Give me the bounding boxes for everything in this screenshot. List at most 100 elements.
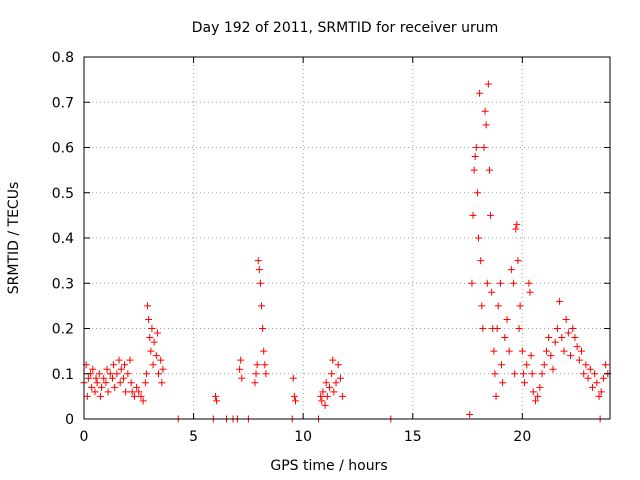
data-point [133,383,141,391]
data-point [115,356,123,364]
data-point [108,374,116,382]
data-point [139,397,147,405]
data-point [493,325,501,332]
data-point [260,347,268,355]
data-point [597,388,605,396]
data-point [237,356,245,364]
data-point [536,383,544,391]
data-point [141,379,149,387]
data-point [564,329,572,337]
data-point [488,288,496,296]
data-point [332,379,340,387]
data-point [519,370,527,378]
data-point [471,153,479,161]
data-point [547,352,555,360]
data-point [602,361,610,369]
x-tick-label: 5 [189,429,198,445]
data-point [319,388,327,396]
data-point [523,361,531,369]
data-point [573,343,581,351]
data-point [317,392,325,400]
x-tick-label: 15 [404,429,422,445]
data-point [291,397,299,405]
data-point [472,144,480,151]
data-point [496,279,504,287]
y-tick-label: 0.6 [52,141,74,157]
data-point [481,107,489,115]
data-point [567,352,575,360]
data-point [91,388,99,396]
data-point [498,361,506,369]
data-point [588,383,596,391]
data-point [480,144,488,151]
data-point [104,388,112,396]
data-point [262,370,270,378]
data-point [529,388,537,396]
data-point [116,379,124,387]
data-point [473,189,481,197]
data-point [562,315,570,323]
data-point [152,352,160,360]
data-point [100,374,108,382]
data-point [150,338,158,346]
data-point [98,383,106,391]
y-tick-label: 0.3 [52,276,74,292]
data-point [476,89,484,97]
x-tick-label: 0 [80,429,89,445]
data-point [527,352,535,360]
data-point [119,374,127,382]
data-point [329,356,337,364]
data-point [256,279,264,287]
data-point [551,338,559,346]
data-point [534,392,542,400]
data-point [158,379,166,387]
data-point [88,383,96,391]
data-point [482,121,490,129]
data-point [258,302,266,310]
data-point [599,374,607,382]
data-point [525,279,533,287]
x-tick-label: 10 [294,429,312,445]
axis-ticks: 0 5 10 15 20 0 0.1 0.2 0.3 0.4 0.5 0.6 0.7 0.8 [52,50,610,445]
data-point [102,379,110,387]
data-point [106,370,114,378]
data-point [111,383,119,391]
data-point [318,397,326,405]
y-tick-label: 0.2 [52,322,74,338]
y-tick-label: 0.4 [52,231,74,247]
data-point [571,334,579,342]
data-point [323,392,331,400]
data-point [159,365,167,373]
data-point [582,361,590,369]
data-point [492,392,500,400]
data-point [122,388,130,396]
data-point [145,315,153,323]
data-point [478,302,486,310]
data-point [578,347,586,355]
data-point [485,166,493,174]
data-point [538,370,546,378]
data-point [213,397,221,405]
data-point [89,365,97,373]
data-point [558,334,566,342]
data-point [468,279,476,287]
grid-lines [84,57,610,419]
data-point [328,370,336,378]
data-point [330,388,338,396]
data-point [252,370,260,378]
data-point [236,365,244,373]
data-point [549,365,557,373]
plot-frame [83,56,611,420]
data-point [336,374,344,382]
data-point [483,279,491,287]
data-point [575,356,583,364]
data-point [149,361,157,369]
data-point [339,392,347,400]
data-point [110,361,118,369]
y-tick-label: 0.5 [52,186,74,202]
x-tick-label: 20 [513,429,531,445]
data-point [470,166,478,174]
data-point [251,379,259,387]
data-point [135,388,143,396]
